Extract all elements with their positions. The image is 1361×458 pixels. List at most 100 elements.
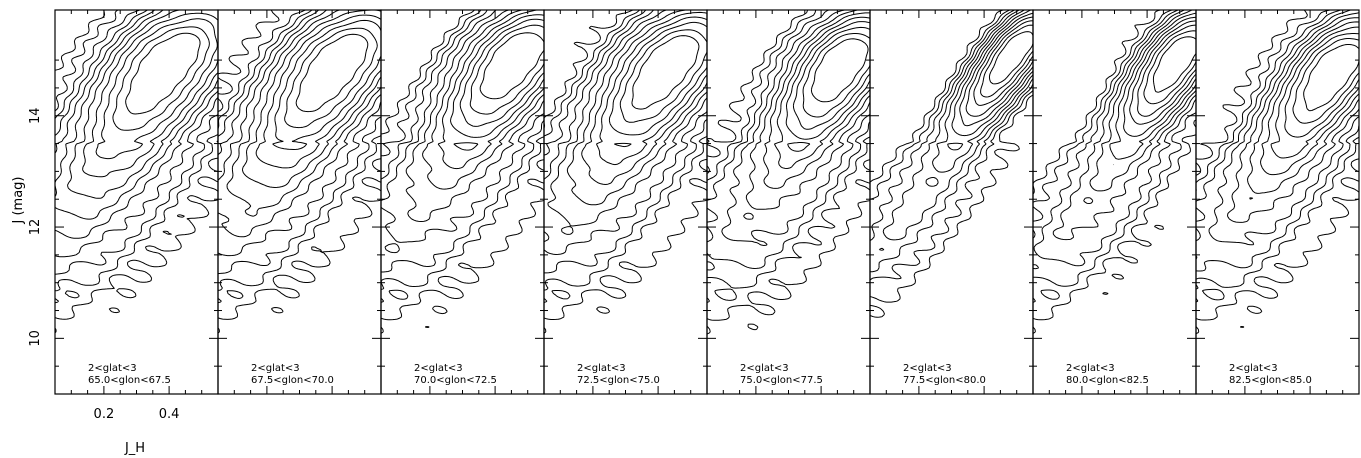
contour-level-5: [1083, 10, 1196, 204]
axes-labels: J (mag) J_H: [11, 177, 145, 457]
panel-frame: [1195, 9, 1360, 395]
contour-level-5: [925, 10, 1033, 187]
contour-level-4: [878, 10, 1033, 251]
panel-label-glon: 70.0<glon<72.5: [414, 375, 497, 386]
contour-level-9: [459, 18, 544, 127]
contour-level-11: [1152, 36, 1196, 93]
contour-level-1: [1033, 10, 1196, 334]
contour-level-7: [437, 10, 544, 170]
panel-7: 2<glat<380.0<glon<82.5: [1032, 9, 1197, 395]
contour-level-10: [469, 24, 544, 115]
contour-level-5: [405, 10, 544, 222]
contour-level-6: [55, 10, 218, 220]
contour-level-2: [55, 10, 218, 299]
contour-level-1: [218, 10, 381, 334]
contour-level-1: [544, 10, 707, 334]
x-tick-label: 0.4: [159, 407, 180, 422]
panel-frame: [543, 9, 708, 395]
panel-label-glon: 65.0<glon<67.5: [88, 375, 171, 386]
contour-level-4: [721, 10, 870, 246]
panel-label-glat: 2<glat<3: [414, 363, 463, 374]
contour-level-4: [218, 10, 381, 257]
panel-3: 2<glat<370.0<glon<72.5: [380, 9, 545, 395]
contour-level-3: [381, 10, 544, 273]
contour-level-11: [1303, 44, 1359, 112]
contour-level-7: [959, 12, 1033, 127]
contour-level-10: [112, 26, 210, 131]
contour-level-8: [595, 16, 707, 166]
panel-label-glon: 75.0<glon<77.5: [740, 375, 823, 386]
contour-level-1: [707, 10, 870, 335]
panel-contours: [381, 10, 544, 334]
contour-level-5: [1227, 12, 1359, 223]
contour-level-8: [1129, 20, 1196, 125]
panel-contours: [1033, 10, 1196, 334]
contour-level-8: [965, 16, 1033, 117]
contour-level-6: [566, 10, 707, 206]
panel-contours: [870, 10, 1033, 318]
contour-level-7: [1123, 16, 1196, 137]
contour-level-1: [1196, 10, 1359, 335]
panel-label-glat: 2<glat<3: [251, 363, 300, 374]
panel-contours: [55, 10, 218, 334]
contour-level-5: [547, 10, 707, 235]
contour-level-5: [743, 10, 870, 220]
panel-label-glon: 77.5<glon<80.0: [903, 375, 986, 386]
panel-label-glat: 2<glat<3: [903, 363, 952, 374]
contour-level-7: [1260, 21, 1359, 176]
contour-level-9: [608, 21, 707, 148]
contour-level-2: [1196, 10, 1359, 301]
contour-level-8: [1270, 26, 1359, 159]
contour-level-8: [82, 12, 218, 178]
y-tick-label: 10: [28, 330, 43, 347]
panel-frame: [217, 9, 382, 395]
contour-level-3: [1033, 10, 1196, 270]
contour-level-4: [55, 10, 218, 258]
contour-level-5: [218, 10, 381, 238]
y-tick-label: 14: [28, 107, 43, 124]
contour-level-2: [1033, 10, 1196, 300]
panel-frame: [1032, 9, 1197, 395]
contour-level-2: [870, 10, 1033, 281]
contour-level-4: [1052, 10, 1196, 241]
contour-level-10: [802, 33, 870, 118]
contour-level-3: [870, 10, 1033, 273]
panel-2: 2<glat<367.5<glon<70.0: [217, 9, 382, 395]
panel-5: 2<glat<375.0<glon<77.5: [706, 9, 871, 395]
panel-label-glon: 72.5<glon<75.0: [577, 375, 660, 386]
panel-label-glon: 67.5<glon<70.0: [251, 375, 334, 386]
contour-level-11: [295, 33, 369, 113]
contour-level-6: [763, 12, 870, 189]
contour-level-4: [381, 10, 544, 254]
contour-level-2: [544, 10, 707, 300]
contour-level-3: [544, 10, 707, 274]
panel-frame: [869, 9, 1034, 395]
contour-level-11: [479, 32, 544, 100]
contour-level-2: [707, 10, 870, 301]
contour-level-10: [284, 27, 378, 129]
panel-contours: [218, 10, 381, 334]
contour-level-10: [980, 24, 1033, 98]
panel-label-glat: 2<glat<3: [1066, 363, 1115, 374]
panel-contours: [707, 10, 870, 335]
contour-level-6: [947, 10, 1033, 151]
contour-level-6: [1109, 12, 1196, 166]
panel-1: 2<glat<365.0<glon<67.5 10 12 14 0.2 0.4: [28, 9, 219, 422]
panel-6: 2<glat<377.5<glon<80.0: [869, 9, 1034, 395]
y-tick-label: 12: [28, 219, 43, 236]
panel-contours: [1196, 10, 1359, 335]
contour-level-2: [381, 10, 544, 300]
contour-level-7: [67, 10, 218, 199]
contour-level-11: [631, 35, 700, 110]
x-tick-label: 0.2: [94, 407, 115, 422]
contour-level-11: [125, 32, 201, 115]
contour-level-5: [55, 10, 218, 239]
contour-level-3: [218, 10, 381, 275]
panel-4: 2<glat<372.5<glon<75.0: [543, 9, 708, 395]
panel-label-glon: 80.0<glon<82.5: [1066, 375, 1149, 386]
panel-label-glat: 2<glat<3: [88, 363, 137, 374]
x-axis-label: J_H: [124, 441, 145, 456]
contour-level-3: [55, 10, 218, 275]
